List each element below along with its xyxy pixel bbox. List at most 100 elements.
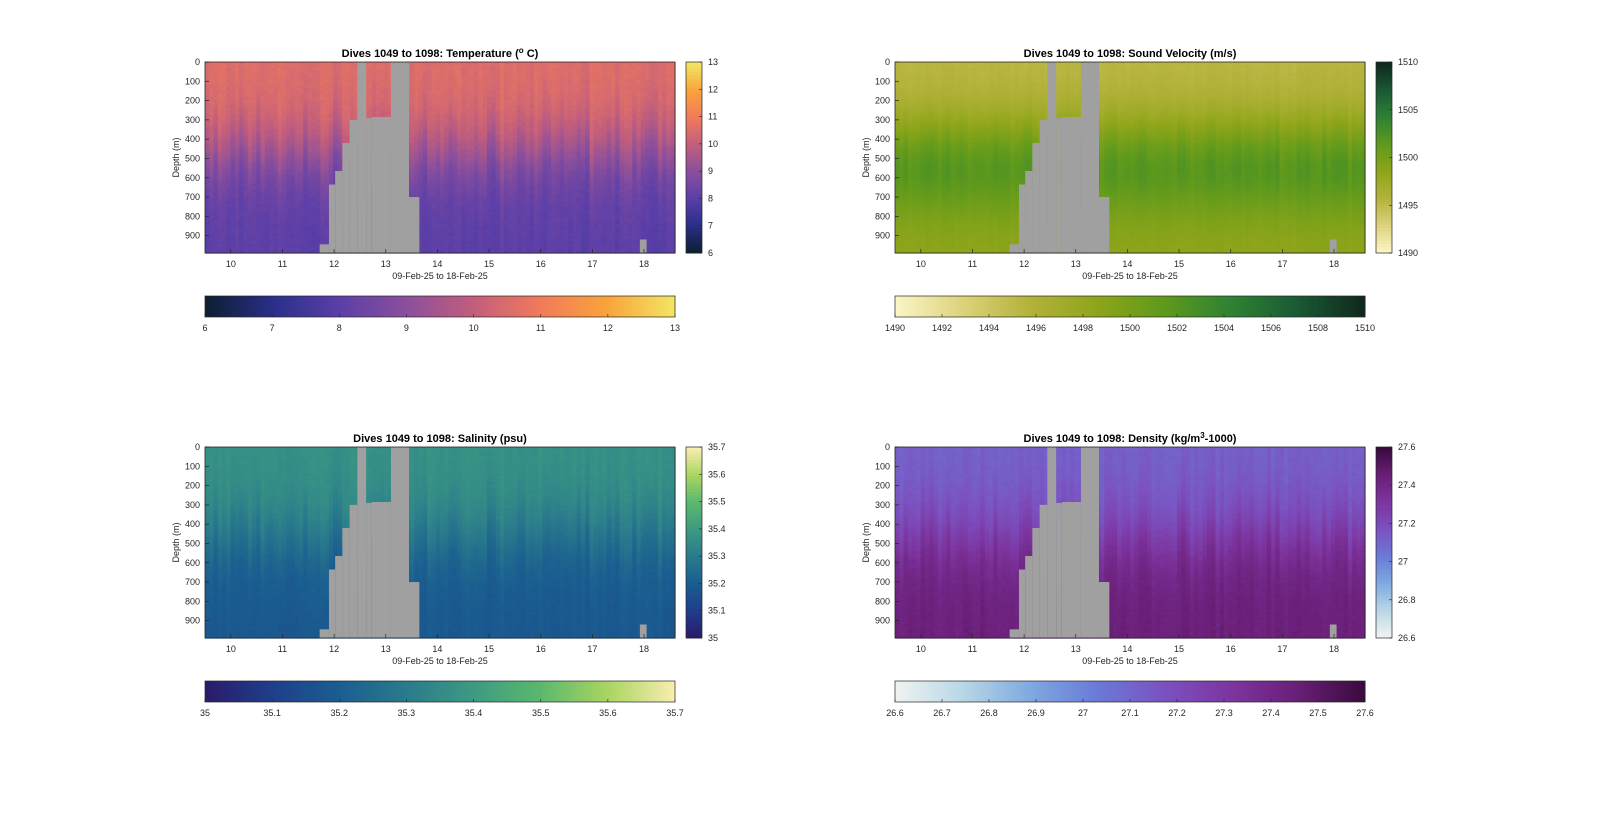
y-tick-label: 600 bbox=[875, 558, 890, 568]
colorbar-tick-label: 35.4 bbox=[465, 708, 483, 718]
colorbar-tick-label: 1490 bbox=[1398, 248, 1418, 258]
colorbar-tick-label: 1495 bbox=[1398, 200, 1418, 210]
no-data-region bbox=[342, 528, 350, 638]
y-tick-label: 100 bbox=[185, 76, 200, 86]
y-tick-label: 0 bbox=[195, 442, 200, 452]
x-axis-label: 09-Feb-25 to 18-Feb-25 bbox=[392, 271, 488, 281]
no-data-region bbox=[319, 244, 329, 253]
colorbar-tick-label: 1510 bbox=[1398, 57, 1418, 67]
colorbar-tick-label: 1490 bbox=[885, 323, 905, 333]
colorbar-tick-label: 27.3 bbox=[1215, 708, 1233, 718]
colorbar-tick-label: 1510 bbox=[1355, 323, 1375, 333]
sound-velocity-chart-title: Dives 1049 to 1098: Sound Velocity (m/s) bbox=[1024, 48, 1237, 60]
colorbar-tick-label: 7 bbox=[270, 323, 275, 333]
temperature-axes-box bbox=[204, 61, 676, 254]
x-tick-label: 18 bbox=[1329, 644, 1339, 654]
no-data-region bbox=[328, 569, 336, 638]
x-tick-label: 17 bbox=[1277, 644, 1287, 654]
salinity-heatmap-cells bbox=[205, 447, 676, 639]
colorbar-tick-label: 1504 bbox=[1214, 323, 1234, 333]
x-tick-label: 16 bbox=[1226, 259, 1236, 269]
colorbar-tick-label: 1506 bbox=[1261, 323, 1281, 333]
x-tick-label: 14 bbox=[432, 644, 442, 654]
no-data-region bbox=[371, 116, 391, 253]
y-tick-label: 200 bbox=[875, 96, 890, 106]
y-tick-label: 0 bbox=[195, 57, 200, 67]
y-tick-label: 300 bbox=[875, 500, 890, 510]
no-data-region bbox=[1047, 447, 1057, 638]
x-tick-label: 18 bbox=[639, 644, 649, 654]
no-data-region bbox=[342, 143, 350, 253]
no-data-region bbox=[1018, 569, 1026, 638]
y-tick-label: 900 bbox=[185, 231, 200, 241]
x-tick-label: 12 bbox=[329, 644, 339, 654]
y-tick-label: 400 bbox=[875, 519, 890, 529]
colorbar-tick-label: 1492 bbox=[932, 323, 952, 333]
colorbar-tick-label: 27.6 bbox=[1356, 708, 1374, 718]
y-tick-label: 500 bbox=[875, 538, 890, 548]
y-tick-label: 500 bbox=[185, 538, 200, 548]
x-tick-label: 11 bbox=[968, 259, 977, 269]
x-tick-label: 15 bbox=[1174, 259, 1184, 269]
colorbar-tick-label: 27.2 bbox=[1168, 708, 1186, 718]
salinity-chart-title: Dives 1049 to 1098: Salinity (psu) bbox=[353, 433, 527, 445]
no-data-region bbox=[335, 556, 343, 638]
colorbar-tick-label: 10 bbox=[469, 323, 479, 333]
no-data-region bbox=[1018, 184, 1026, 253]
x-tick-label: 14 bbox=[1122, 259, 1132, 269]
colorbar-tick-label: 35.1 bbox=[708, 606, 726, 616]
y-tick-label: 700 bbox=[185, 577, 200, 587]
no-data-region bbox=[1061, 116, 1081, 253]
colorbar-tick-label: 13 bbox=[708, 57, 718, 67]
sound-velocity-chart: 0 100 200 300 400 500 600 700 800 900 10 11 12 13 14 15… bbox=[861, 48, 1418, 333]
colorbar-tick-label: 35 bbox=[708, 633, 718, 643]
colorbar-tick-label: 27.4 bbox=[1398, 480, 1416, 490]
colorbar-tick-label: 35.4 bbox=[708, 524, 726, 534]
no-data-region bbox=[639, 239, 647, 253]
temperature-chart-title: Dives 1049 to 1098: Temperature (o C) bbox=[342, 46, 539, 60]
colorbar-tick-label: 1496 bbox=[1026, 323, 1046, 333]
x-tick-label: 16 bbox=[536, 644, 546, 654]
temperature-panel: 0 100 200 300 400 500 600 700 800 900 10 11 12 13 14 15… bbox=[0, 0, 780, 350]
y-tick-label: 700 bbox=[875, 192, 890, 202]
y-tick-label: 0 bbox=[885, 57, 890, 67]
y-axis-label: Depth (m) bbox=[861, 522, 871, 562]
no-data-region bbox=[390, 62, 410, 253]
salinity-axes-box bbox=[204, 446, 676, 639]
y-tick-label: 200 bbox=[185, 96, 200, 106]
x-tick-label: 17 bbox=[587, 259, 597, 269]
colorbar-tick-label: 1500 bbox=[1120, 323, 1140, 333]
colorbar-tick-label: 6 bbox=[202, 323, 207, 333]
temperature-vertical-colorbar: 6 7 8 9 10 11 12 13 bbox=[685, 57, 718, 258]
x-tick-label: 14 bbox=[1122, 644, 1132, 654]
density-horizontal-colorbar: 26.6 26.7 26.8 26.9 27 27.1 27.2 27.3 27.4 27.5 27… bbox=[886, 680, 1374, 718]
density-vertical-colorbar: 26.6 26.8 27 27.2 27.4 27.6 bbox=[1375, 442, 1416, 643]
salinity-panel: 0 100 200 300 400 500 600 700 800 900 10 11 12 13 14 15… bbox=[0, 385, 780, 735]
y-tick-label: 600 bbox=[185, 558, 200, 568]
colorbar-tick-label: 35.3 bbox=[398, 708, 416, 718]
colorbar-tick-label: 26.8 bbox=[980, 708, 998, 718]
y-tick-label: 800 bbox=[185, 596, 200, 606]
x-tick-label: 12 bbox=[329, 259, 339, 269]
x-tick-label: 18 bbox=[639, 259, 649, 269]
colorbar-tick-label: 1508 bbox=[1308, 323, 1328, 333]
salinity-horizontal-colorbar: 35 35.1 35.2 35.3 35.4 35.5 35.6 35.7 bbox=[200, 680, 684, 718]
colorbar-tick-label: 10 bbox=[708, 139, 718, 149]
no-data-region bbox=[1056, 502, 1062, 638]
colorbar-tick-label: 35.3 bbox=[708, 551, 726, 561]
sound-velocity-axes-box bbox=[894, 61, 1366, 254]
y-tick-label: 600 bbox=[185, 173, 200, 183]
colorbar-tick-label: 35.2 bbox=[331, 708, 349, 718]
x-tick-label: 17 bbox=[587, 644, 597, 654]
y-tick-label: 200 bbox=[185, 481, 200, 491]
temperature-heatmap-cells bbox=[205, 62, 676, 254]
temperature-horizontal-colorbar: 6 7 8 9 10 11 12 13 bbox=[202, 295, 680, 333]
y-tick-label: 100 bbox=[875, 461, 890, 471]
x-tick-label: 10 bbox=[916, 259, 926, 269]
no-data-region bbox=[349, 504, 358, 638]
colorbar-tick-label: 9 bbox=[404, 323, 409, 333]
y-tick-label: 900 bbox=[875, 616, 890, 626]
y-tick-label: 500 bbox=[875, 153, 890, 163]
colorbar-tick-label: 35.2 bbox=[708, 578, 726, 588]
no-data-region bbox=[1039, 119, 1048, 253]
